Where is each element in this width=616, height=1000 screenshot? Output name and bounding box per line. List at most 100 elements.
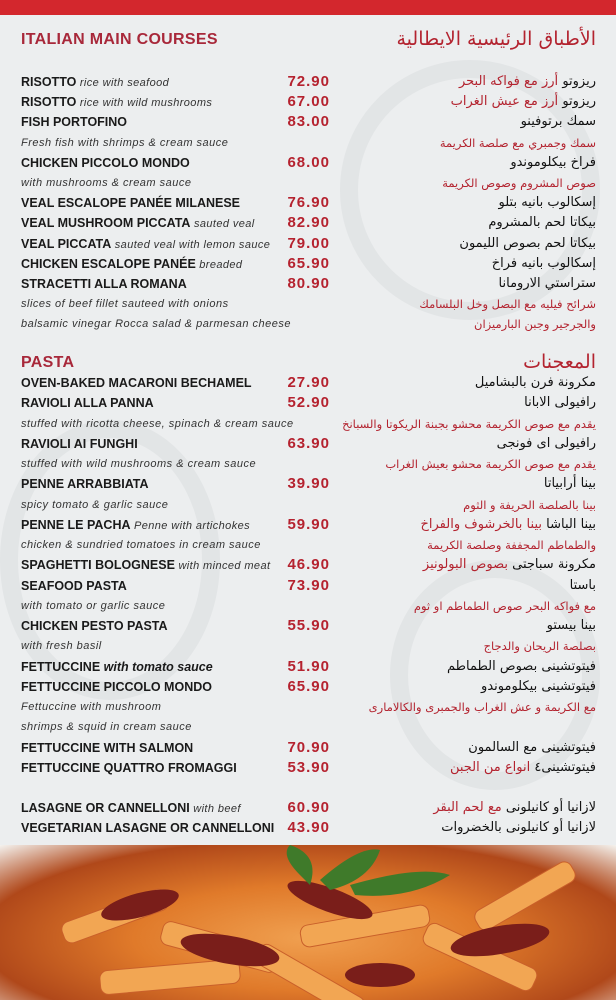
item-description: with tomato or garlic sauce [21,599,166,612]
item-name-arabic: باستا [570,578,596,593]
item-name: VEAL MUSHROOM PICCATA [21,216,191,231]
menu-item-row: VEAL MUSHROOM PICCATA sauted veal 82.90 بي… [0,214,616,234]
item-name: FETTUCCINE QUATTRO FROMAGGI [21,760,237,775]
menu-item-row: FETTUCCINE WITH SALMON 70.90 فيتوتشينى مع … [0,739,616,759]
item-note: Penne with artichokes [134,519,251,532]
item-price: 43.90 [287,819,330,837]
item-name: VEAL ESCALOPE PANÉE MILANESE [21,196,241,211]
item-name-group: VEAL PICCATA sauted veal with lemon sauc… [21,237,270,251]
item-description-ar: مع الكريمة و عش الغراب والجمبرى والكالام… [368,700,596,714]
item-description-row: with tomato or garlic sauce مع فواكه البح… [0,597,616,617]
item-price: 80.90 [287,274,330,292]
item-name-arabic: فيتوتشينى مع السالمون [468,740,596,755]
item-description-ar: سمك وجمبري مع صلصة الكريمة [439,135,596,150]
item-price: 63.90 [287,434,330,452]
item-name: STRACETTI ALLA ROMANA [21,276,187,291]
menu-item-row: RAVIOLI ALLA PANNA 52.90 رافيولى الابانا [0,394,616,414]
item-price: 67.00 [287,93,330,111]
item-name-ar: بيكاتا لحم بالمشروم [488,215,596,231]
item-name-group: FETTUCCINE PICCOLO MONDO [21,680,212,694]
item-description-ar: مع فواكه البحر صوص الطماطم او ثوم [413,598,596,613]
menu-item-row: VEAL PICCATA sauted veal with lemon sauc… [0,235,616,255]
item-description: with fresh basil [21,640,102,653]
menu-item-row: SPAGHETTI BOLOGNESE with minced meat 46.9… [0,556,616,576]
item-name: VEAL PICCATA [21,236,112,251]
item-price: 39.90 [287,475,330,493]
item-description: balsamic vinegar Rocca salad & parmesan … [21,318,292,331]
item-name-group: SEAFOOD PASTA [21,579,127,593]
item-name-arabic: رافيولى اى فونجى [497,436,596,451]
item-name: LASAGNE OR CANNELLONI [21,801,190,815]
item-name-ar: فراخ بيكلوموندو [510,154,596,170]
item-description-row: chicken & sundried tomatoes in cream sau… [0,536,616,556]
item-name-ar: فيتوتشينى٤ [534,759,596,775]
item-name-ar: سمك برتوفينو [520,114,596,130]
item-name-group: RAVIOLI AI FUNGHI [21,437,138,451]
item-name-group: PENNE ARRABBIATA [21,477,149,491]
item-name: RAVIOLI ALLA PANNA [21,396,154,411]
item-note: rice with wild mushrooms [79,97,213,110]
item-name: RISOTTO [21,75,77,89]
item-description-ar: بينا بالصلصة الحريفة و الثوم [463,497,596,512]
item-description-ar: صوص المشروم وصوص الكريمة [442,175,596,190]
item-price: 68.00 [287,153,330,171]
item-description-ar: والجرجير وجبن البارميزان [474,317,596,332]
item-price: 79.00 [287,234,330,252]
item-name: SPAGHETTI BOLOGNESE [21,558,175,573]
section-title-pasta: PASTA [21,354,75,371]
item-name-group: RISOTTO rice with wild mushrooms [21,95,212,109]
section-title-pasta-ar: المعجنات [523,351,596,373]
menu-item-row: SEAFOOD PASTA 73.90 باستا [0,577,616,597]
main-courses-list: RISOTTO rice with seafood 72.90 ريزوتو أرز… [0,73,616,335]
menu-item-row: VEAL ESCALOPE PANÉE MILANESE 76.90 إسكالوب… [0,194,616,214]
item-note: breaded [199,258,243,271]
item-name-ar: باستا [569,577,596,593]
item-name-arabic: ستراستي الارومانا [499,276,596,291]
item-name: OVEN-BAKED MACARONI BECHAMEL [21,376,252,390]
item-name-ar: لازانيا أو كانيلونى بالخضروات [441,820,596,836]
menu-item-row: RISOTTO rice with seafood 72.90 ريزوتو أرز… [0,73,616,93]
item-description-row: with mushrooms & cream sauce صوص المشروم … [0,174,616,194]
menu-item-row: FISH PORTOFINO 83.00 سمك برتوفينو [0,113,616,133]
item-name-group: RISOTTO rice with seafood [21,75,169,89]
item-name-arabic: بينا بيستو [547,618,596,633]
item-name: CHICKEN PESTO PASTA [21,619,168,633]
menu-item-row: CHICKEN ESCALOPE PANÉE breaded 65.90 إسكال… [0,255,616,275]
item-note-ar: انواع من الجبن [449,759,531,775]
item-description: with mushrooms & cream sauce [21,176,192,189]
section-title-main-courses-ar: الأطباق الرئيسية الايطالية [396,28,596,50]
item-name-arabic: بيكاتا لحم بصوص الليمون [459,236,596,251]
item-price: 27.90 [287,374,330,391]
menu-item-row: RAVIOLI AI FUNGHI 63.90 رافيولى اى فونجى [0,435,616,455]
item-description: shrimps & squid in cream sauce [21,721,192,734]
menu-item-row: PENNE ARRABBIATA 39.90 بينا أرابياتا [0,475,616,495]
item-price: 72.90 [287,73,330,90]
item-name-group: FETTUCCINE with tomato sauce [21,660,213,674]
item-price: 73.90 [287,576,330,594]
item-name-arabic: فيتوتشينى بيكلوموندو [481,679,596,694]
item-name-arabic: إسكالوب بانيه بتلو [499,195,596,210]
item-description-row: stuffed with ricotta cheese, spinach & c… [0,415,616,435]
menu-item-row: STRACETTI ALLA ROMANA 80.90 ستراستي الاروم… [0,275,616,295]
menu-item-row: FETTUCCINE QUATTRO FROMAGGI 53.90 فيتوتشين… [0,759,616,779]
item-name-arabic: ريزوتو أرز مع فواكه البحر [459,74,596,89]
menu-item-row: CHICKEN PICCOLO MONDO 68.00 فراخ بيكلوموند… [0,154,616,174]
item-description-row: slices of beef fillet sauteed with onion… [0,295,616,315]
item-name-ar: إسكالوب بانيه بتلو [498,195,596,211]
item-name-ar: بينا أرابياتا [543,476,596,492]
item-name-ar: مكرونة فرن بالبشاميل [474,375,596,390]
item-name-ar: ريزوتو [562,74,596,89]
item-name: FETTUCCINE [21,659,101,674]
item-name-ar: بينا بيستو [546,618,596,633]
item-name-ar: ستراستي الارومانا [498,275,596,291]
section-title-main-courses: ITALIAN MAIN COURSES [21,31,218,48]
item-name-group: PENNE LE PACHA Penne with artichokes [21,518,250,532]
item-note-ar: أرز مع فواكه البحر [458,74,559,89]
item-name-group: VEAL MUSHROOM PICCATA sauted veal [21,216,255,230]
item-name-ar: بيكاتا لحم بصوص الليمون [459,235,596,251]
item-name: FISH PORTOFINO [21,115,128,130]
item-name: PENNE LE PACHA [21,517,131,532]
item-description-ar: يقدم مع صوص الكريمة محشو بجبنة الريكوتا … [342,416,596,431]
item-price: 53.90 [287,758,330,776]
item-description: stuffed with ricotta cheese, spinach & c… [21,417,294,430]
